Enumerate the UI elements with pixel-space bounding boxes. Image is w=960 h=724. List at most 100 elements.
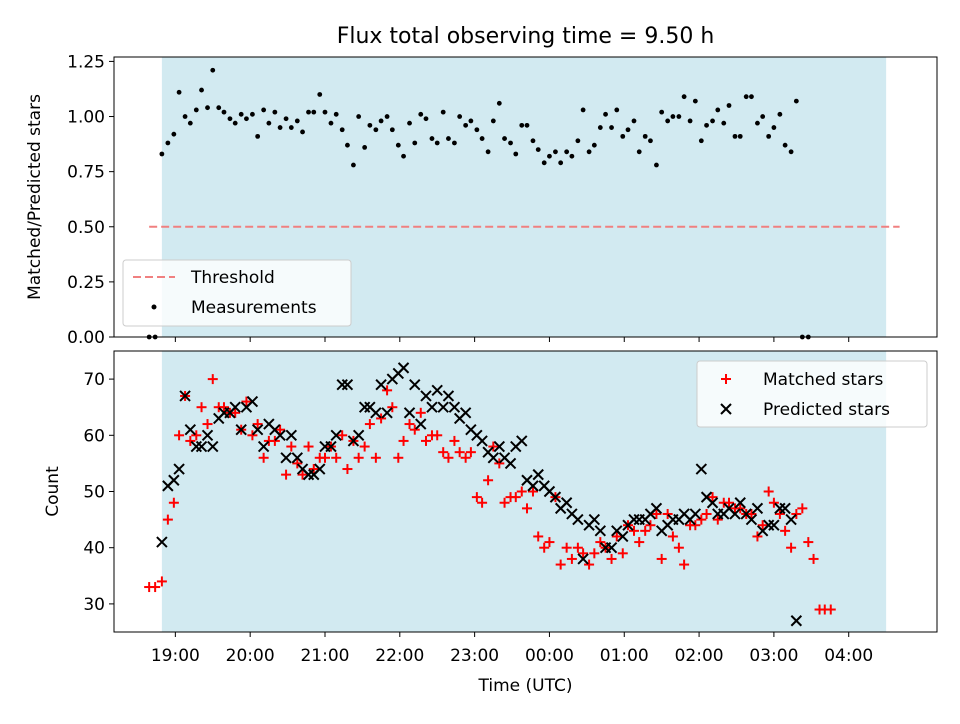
predicted-star-point (173, 463, 185, 475)
cross-stroke (706, 497, 719, 509)
predicted-star-point (184, 423, 197, 436)
predicted-star-point (201, 429, 214, 442)
legend-measurements-swatch (151, 304, 157, 310)
predicted-star-point (549, 491, 562, 503)
predicted-star-point (409, 379, 421, 391)
predicted-star-point (168, 474, 180, 486)
matched-star-point (207, 374, 218, 385)
cross-stroke (723, 502, 735, 515)
matched-star-point (303, 441, 314, 452)
matched-star-point (651, 508, 662, 519)
measurement-point (530, 138, 536, 144)
predicted-star-point (375, 379, 387, 391)
y-tick-label: 30 (83, 595, 105, 615)
matched-star-point (162, 514, 173, 525)
cross-stroke (370, 407, 382, 419)
cross-stroke (751, 502, 764, 515)
matched-star-point (252, 419, 263, 430)
chart-title: Flux total observing time = 9.50 h (337, 24, 715, 49)
matched-star-point (174, 430, 185, 441)
matched-star-point (533, 531, 544, 542)
matched-star-point (673, 542, 684, 553)
matched-star-point (797, 503, 808, 514)
measurement-point (205, 105, 210, 111)
predicted-star-point (431, 384, 443, 397)
x-tick-label: 23:00 (450, 646, 499, 666)
predicted-star-point (734, 497, 746, 509)
predicted-star-point (341, 379, 354, 391)
matched-star-point (667, 531, 678, 542)
matched-star-point (499, 497, 510, 508)
matched-star-point (443, 452, 454, 463)
x-tick-label: 01:00 (600, 646, 649, 666)
cross-stroke (471, 429, 483, 442)
cross-stroke (409, 379, 421, 391)
cross-stroke (381, 407, 393, 419)
measurement-point (670, 114, 676, 119)
legend-cross-marker (720, 403, 732, 415)
cross-stroke (325, 440, 337, 453)
measurement-point (288, 125, 294, 130)
measurement-point (513, 151, 519, 157)
predicted-star-point (246, 395, 259, 408)
predicted-star-point (403, 407, 416, 419)
measurement-point (238, 111, 244, 117)
cross-stroke (504, 457, 517, 470)
legend-predicted-swatch (720, 403, 732, 415)
cross-stroke (251, 423, 264, 436)
cross-stroke (364, 401, 376, 413)
cross-stroke (785, 513, 797, 526)
measurement-point (367, 122, 373, 128)
predicted-star-point (572, 513, 584, 526)
matched-star-point (791, 508, 802, 519)
matched-star-point (707, 492, 718, 503)
matched-star-point (471, 492, 482, 503)
cross-stroke (274, 429, 286, 442)
cross-stroke (330, 429, 342, 442)
cross-stroke (397, 362, 410, 374)
measurement-point (687, 118, 693, 124)
count-panel: 30 40 50 60 70 19:00 20:00 21:00 22:00 23:00 00:0… (43, 350, 938, 696)
measurement-point (681, 94, 687, 100)
y-tick-label: 50 (83, 483, 105, 503)
predicted-star-point (156, 536, 168, 548)
cross-stroke (521, 474, 533, 486)
count-y-ticks: 30 40 50 60 70 (83, 370, 114, 615)
predicted-star-point (774, 502, 786, 515)
cross-stroke (588, 513, 601, 526)
measurement-point (788, 149, 794, 155)
predicted-star-point (257, 440, 270, 453)
ratio-y-ticks: 0.00 0.25 0.50 0.75 1.00 1.25 (67, 52, 114, 348)
cross-stroke (689, 508, 702, 520)
matched-star-point (572, 542, 583, 553)
matched-star-point (269, 435, 280, 446)
matched-star-point (539, 542, 550, 553)
measurement-point (261, 107, 267, 113)
x-tick-label: 03:00 (749, 646, 798, 666)
y-tick-label: 0.25 (67, 273, 105, 293)
measurement-point (755, 120, 760, 126)
measurement-point (446, 136, 451, 141)
matched-star-point (398, 435, 409, 446)
cross-stroke (762, 519, 775, 531)
measurement-point (569, 153, 575, 159)
predicted-star-point (229, 401, 241, 413)
predicted-star-point (274, 429, 286, 442)
predicted-star-point (762, 519, 775, 531)
predicted-star-point (779, 502, 791, 515)
matched-star-point (150, 582, 161, 593)
measurement-point (362, 144, 368, 150)
matched-star-point (337, 430, 348, 441)
cross-stroke (549, 491, 562, 503)
measurement-point (575, 138, 581, 144)
cross-stroke (790, 615, 803, 627)
measurement-point (171, 131, 177, 137)
matched-star-point (774, 508, 785, 519)
measurement-point (283, 116, 289, 122)
measurement-point (732, 133, 738, 139)
measurement-point (496, 100, 502, 106)
measurement-point (418, 111, 424, 117)
matched-star-point (342, 464, 353, 475)
cross-stroke (720, 403, 732, 415)
